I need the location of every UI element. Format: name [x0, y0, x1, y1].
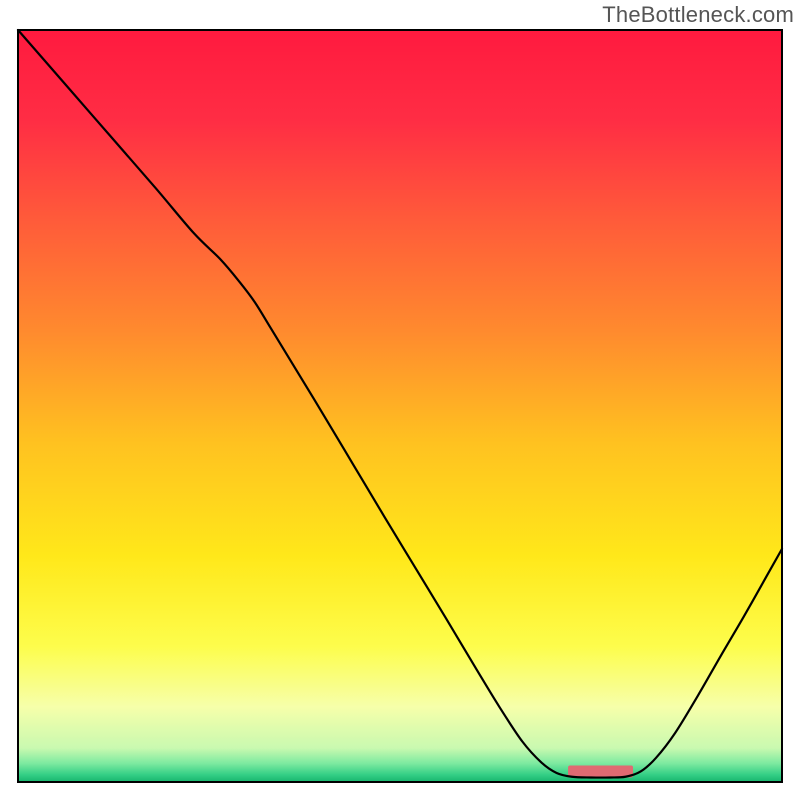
- plot-background: [18, 30, 782, 782]
- chart-svg: [0, 0, 800, 800]
- minimum-highlight-bar: [568, 765, 633, 777]
- bottleneck-chart: [0, 0, 800, 800]
